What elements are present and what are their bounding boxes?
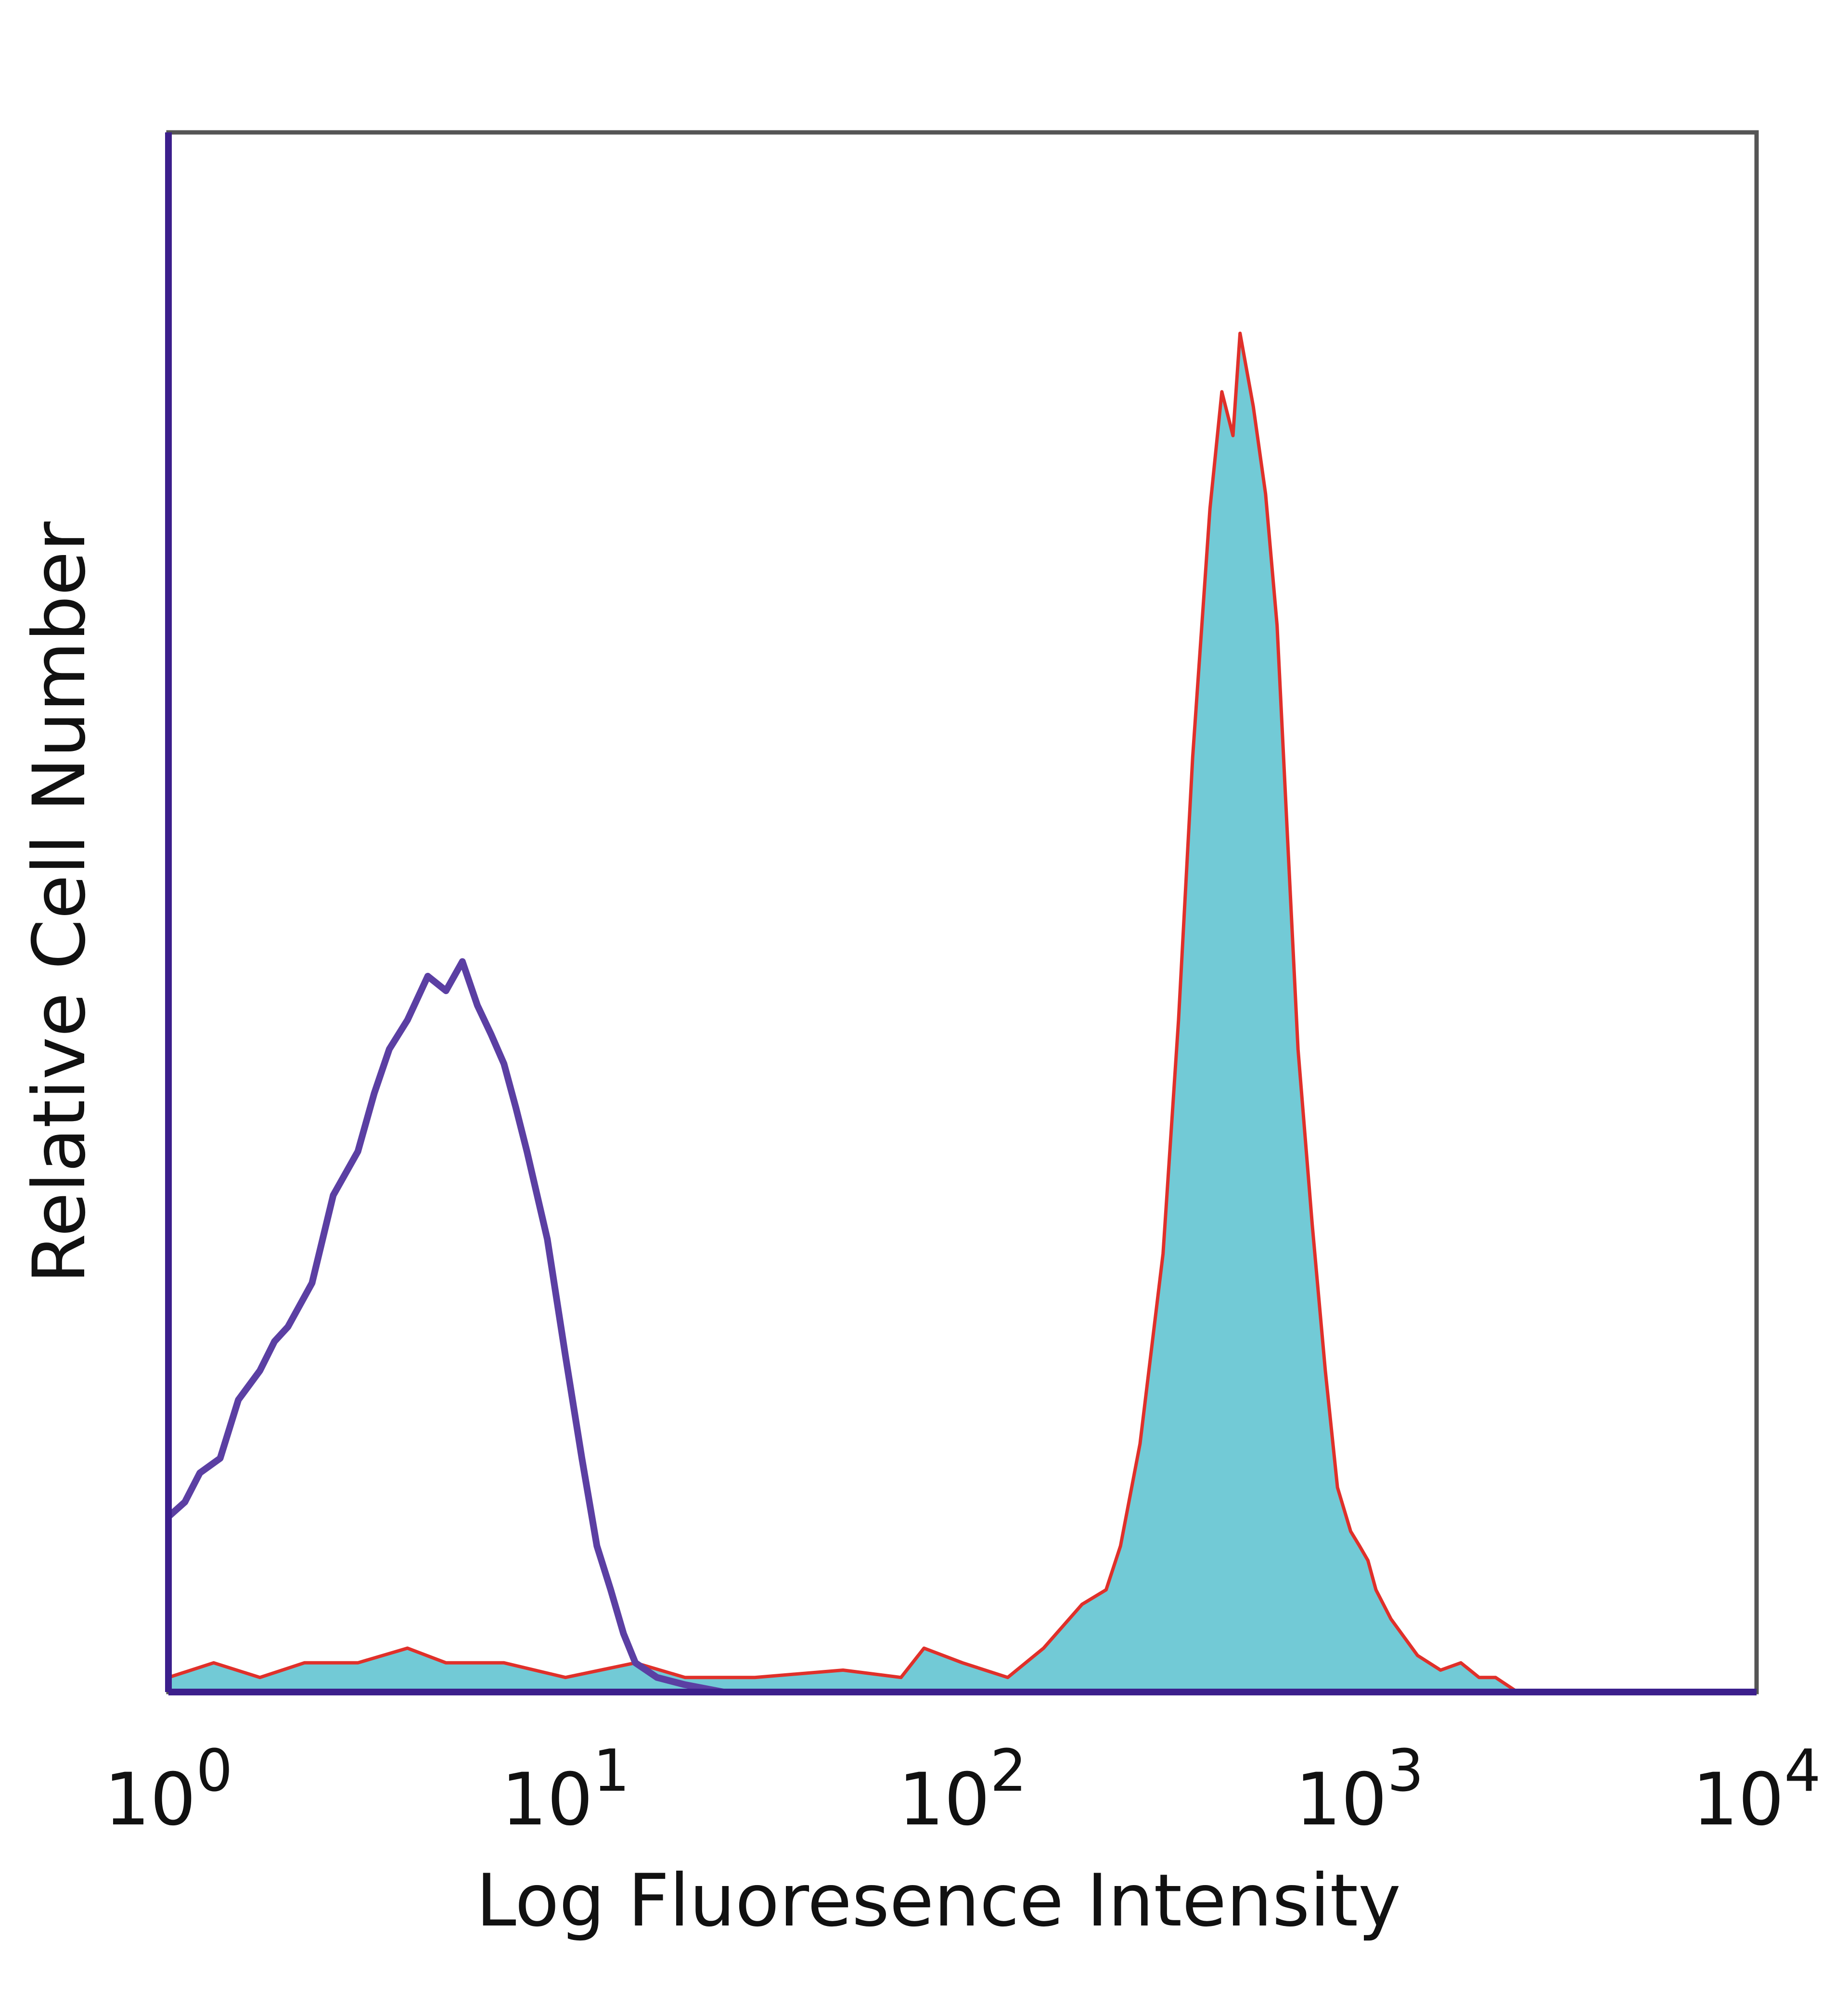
- x-tick-label: 103: [1295, 1738, 1424, 1842]
- x-tick-labels: 100 101 102 103 104: [104, 1738, 1821, 1842]
- x-tick-label: 101: [501, 1738, 629, 1842]
- y-axis-label: Relative Cell Number: [18, 521, 102, 1284]
- histogram-line-series: [166, 958, 755, 1695]
- x-tick-label: 102: [898, 1738, 1027, 1842]
- x-axis-label: Log Fluoresence Intensity: [476, 1859, 1401, 1943]
- histogram-filled-area: [168, 333, 1518, 1693]
- x-tick-label: 104: [1692, 1738, 1821, 1842]
- series-layer: [166, 331, 1519, 1695]
- x-tick-label: 100: [104, 1738, 232, 1842]
- plot-frame: [166, 130, 1759, 1694]
- histogram-filled-outline: [167, 331, 1519, 1693]
